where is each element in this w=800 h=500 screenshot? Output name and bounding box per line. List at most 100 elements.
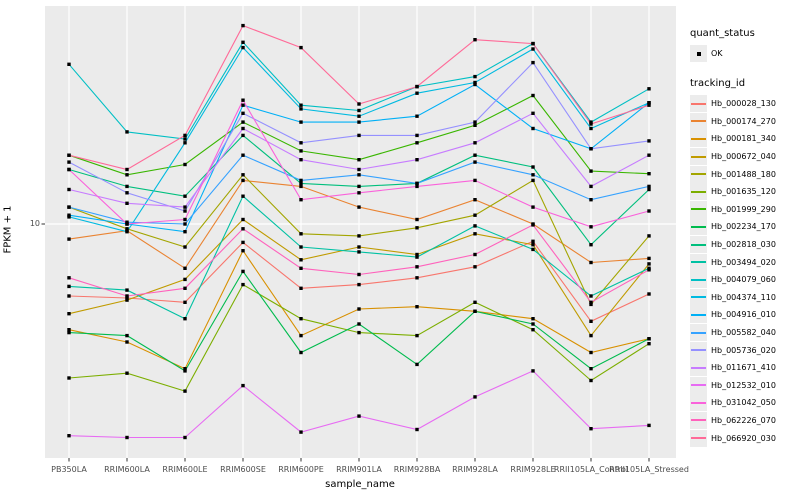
- data-point[interactable]: [647, 87, 651, 91]
- data-point[interactable]: [125, 201, 129, 205]
- data-point[interactable]: [241, 383, 245, 388]
- data-point[interactable]: [531, 41, 535, 46]
- data-point[interactable]: [531, 317, 535, 321]
- data-point[interactable]: [357, 245, 361, 249]
- data-point[interactable]: [589, 122, 593, 126]
- data-point[interactable]: [299, 258, 303, 262]
- data-point[interactable]: [647, 101, 651, 105]
- data-point[interactable]: [67, 160, 71, 164]
- data-point[interactable]: [357, 184, 361, 189]
- data-point[interactable]: [67, 294, 71, 298]
- data-point[interactable]: [531, 165, 535, 169]
- data-point[interactable]: [473, 160, 477, 164]
- data-point[interactable]: [183, 230, 187, 234]
- data-point[interactable]: [357, 234, 361, 238]
- data-point[interactable]: [531, 60, 535, 65]
- data-point[interactable]: [241, 269, 245, 274]
- data-point[interactable]: [67, 276, 71, 280]
- data-point[interactable]: [531, 223, 535, 227]
- data-point[interactable]: [67, 376, 71, 380]
- data-point[interactable]: [531, 178, 535, 183]
- data-point[interactable]: [125, 294, 129, 298]
- data-point[interactable]: [357, 205, 361, 209]
- data-point[interactable]: [647, 153, 651, 157]
- data-point[interactable]: [125, 340, 129, 344]
- data-point[interactable]: [415, 114, 419, 118]
- legend-item-Hb_062226_070[interactable]: Hb_062226_070: [690, 411, 798, 430]
- data-point[interactable]: [125, 130, 129, 134]
- data-point[interactable]: [473, 232, 477, 236]
- legend-item-quant-ok[interactable]: OK: [690, 45, 798, 62]
- data-point[interactable]: [589, 260, 593, 265]
- data-point[interactable]: [241, 282, 245, 287]
- data-point[interactable]: [531, 243, 535, 247]
- data-point[interactable]: [125, 435, 129, 440]
- data-point[interactable]: [473, 252, 477, 257]
- data-point[interactable]: [299, 178, 303, 183]
- data-point[interactable]: [67, 205, 71, 209]
- data-point[interactable]: [183, 367, 187, 371]
- data-point[interactable]: [241, 194, 245, 198]
- data-point[interactable]: [67, 330, 71, 335]
- data-point[interactable]: [531, 173, 535, 177]
- data-point[interactable]: [299, 232, 303, 236]
- data-point[interactable]: [415, 184, 419, 189]
- data-point[interactable]: [647, 423, 651, 428]
- data-point[interactable]: [241, 240, 245, 245]
- data-point[interactable]: [299, 266, 303, 270]
- data-point[interactable]: [299, 333, 303, 338]
- data-point[interactable]: [589, 427, 593, 431]
- data-point[interactable]: [183, 222, 187, 226]
- data-point[interactable]: [299, 430, 303, 434]
- data-point[interactable]: [415, 181, 419, 186]
- data-point[interactable]: [241, 153, 245, 157]
- data-point[interactable]: [415, 305, 419, 309]
- data-point[interactable]: [589, 198, 593, 202]
- data-point[interactable]: [357, 414, 361, 418]
- data-point[interactable]: [473, 38, 477, 42]
- data-point[interactable]: [589, 147, 593, 151]
- data-point[interactable]: [589, 302, 593, 307]
- data-point[interactable]: [299, 107, 303, 111]
- legend-item-Hb_002818_030[interactable]: Hb_002818_030: [690, 236, 798, 254]
- data-point[interactable]: [67, 187, 71, 192]
- data-point[interactable]: [125, 191, 129, 195]
- data-point[interactable]: [241, 23, 245, 28]
- data-point[interactable]: [473, 178, 477, 183]
- data-point[interactable]: [67, 434, 71, 438]
- data-point[interactable]: [357, 120, 361, 124]
- data-point[interactable]: [125, 296, 129, 300]
- data-point[interactable]: [357, 250, 361, 254]
- data-point[interactable]: [589, 350, 593, 355]
- data-point[interactable]: [125, 288, 129, 292]
- data-point[interactable]: [183, 435, 187, 440]
- data-point[interactable]: [589, 319, 593, 323]
- data-point[interactable]: [183, 133, 187, 138]
- data-point[interactable]: [647, 139, 651, 143]
- legend-item-Hb_004374_110[interactable]: Hb_004374_110: [690, 288, 798, 307]
- legend-item-Hb_004079_060[interactable]: Hb_004079_060: [690, 271, 798, 289]
- data-point[interactable]: [125, 371, 129, 375]
- data-point[interactable]: [357, 307, 361, 311]
- data-point[interactable]: [125, 222, 129, 226]
- data-point[interactable]: [473, 309, 477, 313]
- data-point[interactable]: [299, 245, 303, 249]
- data-point[interactable]: [415, 217, 419, 222]
- data-point[interactable]: [357, 158, 361, 162]
- data-point[interactable]: [241, 111, 245, 115]
- data-point[interactable]: [647, 292, 651, 296]
- data-point[interactable]: [241, 178, 245, 183]
- data-point[interactable]: [241, 217, 245, 222]
- data-point[interactable]: [299, 181, 303, 186]
- data-point[interactable]: [183, 205, 187, 209]
- data-point[interactable]: [647, 262, 651, 266]
- data-point[interactable]: [589, 333, 593, 338]
- legend-item-Hb_005736_020[interactable]: Hb_005736_020: [690, 341, 798, 359]
- data-point[interactable]: [647, 234, 651, 238]
- data-point[interactable]: [357, 108, 361, 113]
- data-point[interactable]: [357, 191, 361, 195]
- data-point[interactable]: [647, 268, 651, 272]
- data-point[interactable]: [241, 173, 245, 177]
- data-point[interactable]: [357, 114, 361, 118]
- legend-item-Hb_001488_180[interactable]: Hb_001488_180: [690, 165, 798, 183]
